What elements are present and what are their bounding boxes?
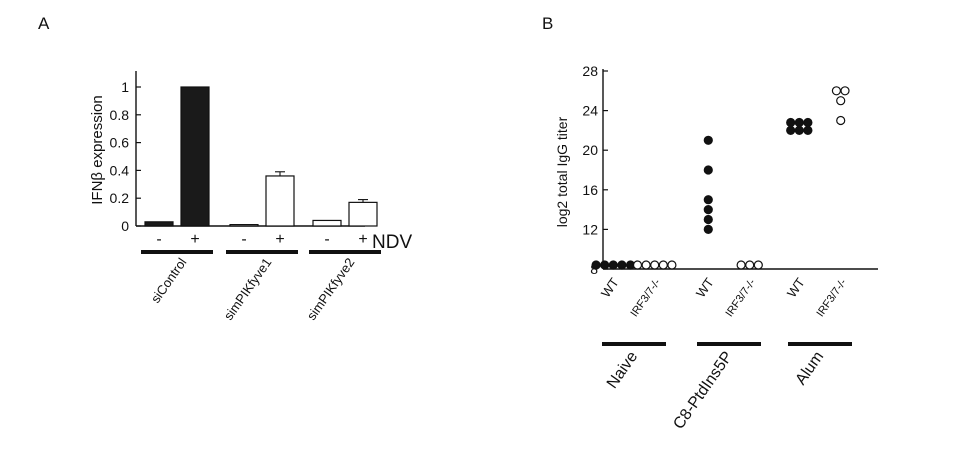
data-point: [703, 224, 713, 234]
treatment-sign: -: [156, 231, 161, 248]
data-point: [703, 135, 713, 145]
panel-b-label: B: [542, 14, 553, 33]
group-label: C8-PtdIns5P: [670, 349, 736, 433]
group-label: simPIKfyve1: [221, 255, 275, 323]
data-point: [803, 125, 813, 135]
data-point: [600, 260, 610, 270]
y-tick-label: 0.2: [110, 190, 130, 206]
treatment-label: NDV: [372, 232, 412, 253]
data-point: [736, 260, 746, 270]
panel-b-scatter-chart: 81216202428log2 total IgG titerWTIRF3/7-…: [554, 63, 878, 433]
subgroup-label: IRF3/7-/-: [814, 277, 849, 320]
panel-a-label: A: [38, 14, 50, 33]
data-point: [703, 205, 713, 215]
treatment-sign: -: [241, 231, 246, 248]
group-label: Naive: [604, 348, 641, 391]
subgroup-label: IRF3/7-/-: [723, 277, 758, 320]
treatment-sign: +: [190, 231, 199, 248]
data-point: [703, 165, 713, 175]
y-tick-label: 20: [582, 142, 598, 158]
y-axis-label: log2 total IgG titer: [554, 116, 570, 227]
data-point: [632, 260, 643, 270]
y-tick-label: 0: [121, 218, 129, 234]
data-point: [703, 214, 713, 225]
data-point: [641, 260, 651, 270]
group-label: Alum: [792, 349, 827, 389]
group-label: simPIKfyve2: [304, 255, 358, 323]
data-point: [617, 260, 627, 270]
bar: [229, 224, 259, 227]
bar: [265, 175, 295, 227]
y-tick-label: 1: [121, 79, 129, 95]
subgroup-label: WT: [693, 275, 717, 300]
group-label: siControl: [148, 255, 190, 306]
data-point: [803, 117, 813, 128]
data-point: [650, 260, 660, 270]
treatment-sign: -: [324, 231, 329, 248]
subgroup-label: IRF3/7-/-: [628, 277, 663, 320]
y-tick-label: 0.4: [110, 162, 130, 178]
data-point: [786, 117, 796, 128]
y-tick-label: 28: [582, 63, 598, 79]
y-axis-label: IFNβ expression: [89, 95, 106, 205]
bar: [180, 86, 210, 227]
data-point: [703, 195, 713, 205]
y-tick-label: 16: [582, 182, 598, 198]
subgroup-label: WT: [598, 275, 622, 300]
data-point: [836, 96, 846, 106]
data-point: [831, 86, 842, 96]
data-point: [836, 115, 846, 126]
y-tick-label: 24: [582, 103, 598, 119]
data-point: [591, 260, 601, 270]
data-point: [786, 125, 796, 135]
y-tick-label: 12: [582, 221, 598, 237]
bar: [312, 219, 342, 227]
subgroup-label: WT: [784, 275, 808, 300]
y-tick-label: 0.6: [110, 135, 130, 151]
y-tick-label: 0.8: [110, 107, 130, 123]
data-point: [667, 260, 677, 270]
data-point: [794, 117, 804, 128]
treatment-sign: +: [275, 231, 284, 248]
treatment-sign: +: [358, 231, 367, 248]
data-point: [745, 260, 755, 270]
bar: [144, 221, 174, 227]
data-point: [840, 86, 850, 96]
data-point: [794, 125, 804, 135]
data-point: [658, 260, 668, 270]
bar: [348, 201, 378, 227]
data-point: [753, 260, 763, 270]
data-point: [608, 260, 618, 270]
